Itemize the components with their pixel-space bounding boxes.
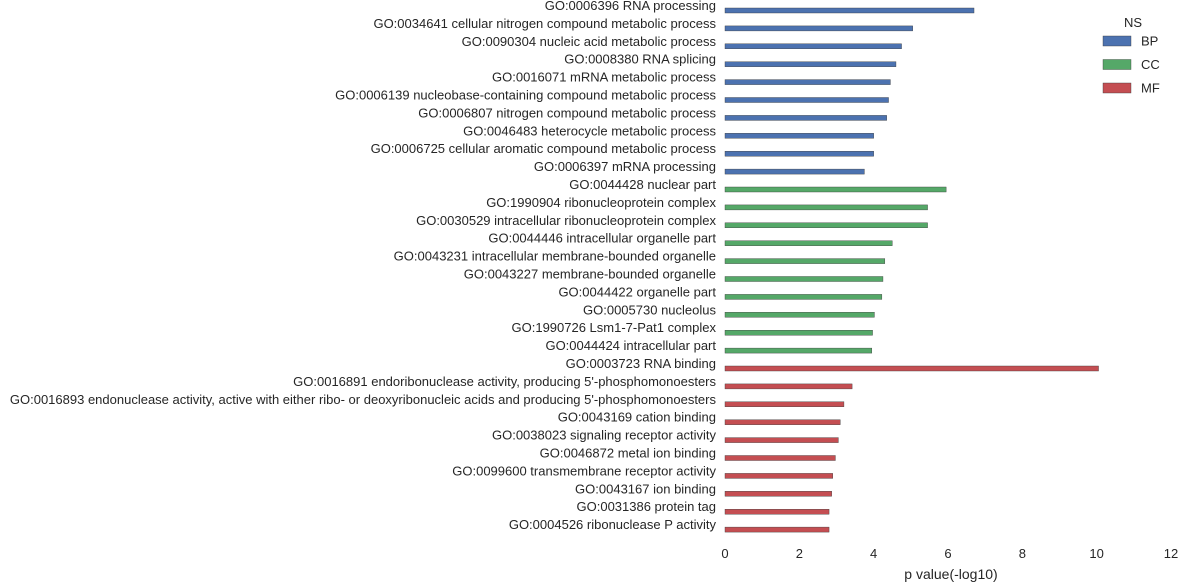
bar-cc bbox=[724, 312, 875, 318]
x-axis-ticks: 0 2 4 6 8 10 12 bbox=[721, 546, 1178, 561]
legend-title: NS bbox=[1124, 15, 1142, 30]
category-label: GO:0003723 RNA binding bbox=[566, 356, 716, 371]
bar-bp bbox=[724, 150, 874, 157]
legend-label-cc: CC bbox=[1141, 57, 1160, 72]
category-label: GO:0006397 mRNA processing bbox=[534, 159, 716, 174]
bar-mf bbox=[724, 365, 1099, 372]
category-label: GO:0006139 nucleobase-containing compoun… bbox=[335, 88, 716, 103]
bar-cc bbox=[724, 186, 947, 193]
x-tick-label: 6 bbox=[944, 546, 951, 561]
bar-bp bbox=[724, 25, 913, 32]
x-tick-label: 4 bbox=[870, 546, 877, 561]
category-label: GO:0030529 intracellular ribonucleoprote… bbox=[416, 213, 716, 228]
category-label: GO:0043231 intracellular membrane-bounde… bbox=[394, 249, 716, 264]
x-tick-label: 10 bbox=[1089, 546, 1103, 561]
bar-cc bbox=[724, 347, 873, 354]
category-label: GO:0099600 transmembrane receptor activi… bbox=[452, 463, 716, 478]
category-label: GO:0044446 intracellular organelle part bbox=[488, 231, 716, 246]
bar-bp bbox=[724, 79, 891, 85]
bar-bp bbox=[724, 133, 874, 139]
bar-cc bbox=[724, 240, 893, 246]
bar-cc bbox=[724, 294, 883, 300]
category-label: GO:0004526 ribonuclease P activity bbox=[509, 517, 717, 532]
category-label: GO:1990904 ribonucleoprotein complex bbox=[486, 195, 716, 210]
bar-mf bbox=[724, 473, 833, 479]
category-labels: GO:0006396 RNA processing GO:0034641 cell… bbox=[10, 0, 717, 532]
bar-mf bbox=[724, 509, 830, 515]
bar-cc bbox=[724, 258, 886, 264]
category-label: GO:0016071 mRNA metabolic process bbox=[492, 70, 716, 85]
category-label: GO:0043169 cation binding bbox=[558, 410, 716, 425]
bar-cc bbox=[724, 222, 928, 229]
category-label: GO:0044422 organelle part bbox=[558, 284, 716, 299]
bar-cc bbox=[724, 330, 873, 336]
category-label: GO:0043167 ion binding bbox=[575, 481, 716, 496]
x-tick-label: 2 bbox=[796, 546, 803, 561]
category-label: GO:0031386 protein tag bbox=[577, 499, 717, 514]
legend-label-mf: MF bbox=[1141, 81, 1160, 96]
legend-swatch-mf bbox=[1102, 82, 1132, 94]
bar-cc bbox=[724, 276, 884, 282]
bar-mf bbox=[724, 526, 830, 533]
bar-mf bbox=[724, 383, 853, 390]
legend-swatch-bp bbox=[1102, 35, 1132, 47]
bar-cc bbox=[724, 204, 928, 211]
bar-bp bbox=[724, 61, 897, 67]
bar-bp bbox=[724, 168, 865, 175]
category-label: GO:1990726 Lsm1-7-Pat1 complex bbox=[512, 320, 717, 335]
category-label: GO:0006396 RNA processing bbox=[545, 0, 716, 13]
x-tick-label: 0 bbox=[721, 546, 728, 561]
bar-bp bbox=[724, 115, 887, 121]
category-label: GO:0006725 cellular aromatic compound me… bbox=[371, 141, 717, 156]
category-label: GO:0090304 nucleic acid metabolic proces… bbox=[462, 34, 717, 49]
x-tick-label: 12 bbox=[1164, 546, 1178, 561]
category-label: GO:0034641 cellular nitrogen compound me… bbox=[373, 16, 716, 31]
category-label: GO:0005730 nucleolus bbox=[583, 302, 716, 317]
category-label: GO:0016891 endoribonuclease activity, pr… bbox=[293, 374, 716, 389]
bar-mf bbox=[724, 491, 832, 497]
x-axis-label: p value(-log10) bbox=[904, 566, 997, 582]
bar-mf bbox=[724, 401, 845, 407]
category-label: GO:0006807 nitrogen compound metabolic p… bbox=[418, 105, 716, 120]
bar-mf bbox=[724, 455, 836, 461]
x-tick-label: 8 bbox=[1019, 546, 1026, 561]
category-label: GO:0016893 endonuclease activity, active… bbox=[10, 392, 717, 407]
legend-label-bp: BP bbox=[1141, 34, 1158, 49]
bar-mf bbox=[724, 419, 841, 425]
category-label: GO:0046483 heterocycle metabolic process bbox=[463, 123, 716, 138]
category-label: GO:0038023 signaling receptor activity bbox=[492, 428, 717, 443]
category-label: GO:0043227 membrane-bounded organelle bbox=[464, 267, 716, 282]
category-label: GO:0044424 intracellular part bbox=[545, 338, 716, 353]
legend-swatch-cc bbox=[1102, 59, 1132, 70]
category-label: GO:0046872 metal ion binding bbox=[540, 446, 716, 461]
bar-bp bbox=[724, 97, 889, 103]
legend: NS BP CC MF bbox=[1102, 15, 1160, 96]
category-label: GO:0044428 nuclear part bbox=[569, 177, 716, 192]
category-label: GO:0008380 RNA splicing bbox=[564, 52, 716, 67]
bar-bp bbox=[724, 7, 975, 14]
bar-mf bbox=[724, 437, 839, 443]
bar-bp bbox=[724, 43, 902, 49]
bars-group bbox=[724, 7, 1099, 533]
